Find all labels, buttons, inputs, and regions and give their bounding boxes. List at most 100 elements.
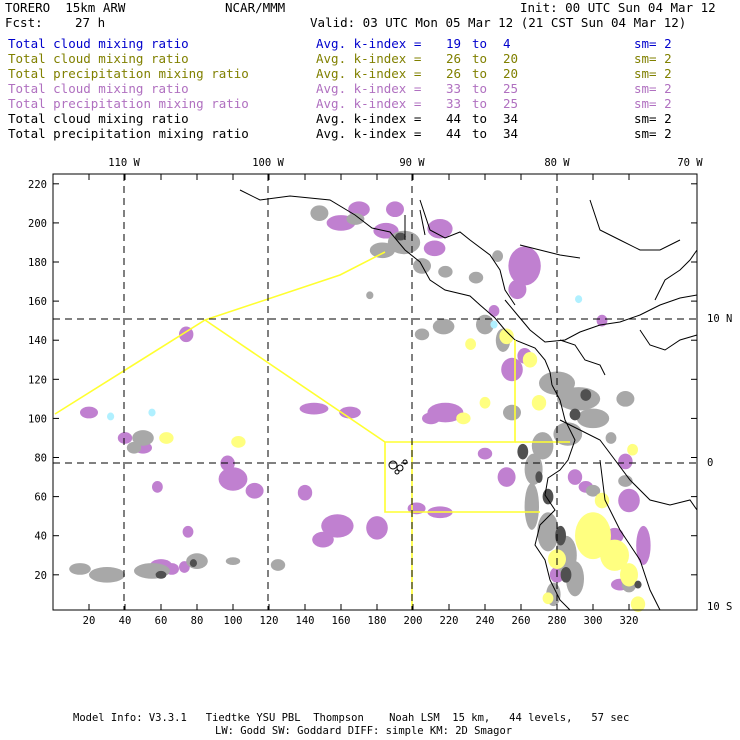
field-layer: [69, 201, 651, 612]
physics-info: LW: Godd SW: Goddard DIFF: simple KM: 2D…: [215, 725, 513, 737]
legend-smoothing: sm= 2: [634, 81, 672, 96]
latitude-label: 10 N: [707, 313, 732, 325]
dark-cloud-patch: [580, 389, 592, 401]
coastline: [504, 294, 698, 343]
x-tick-label: 220: [440, 615, 459, 627]
purple-cloud-patch: [567, 469, 583, 485]
gray-cloud-patch: [438, 265, 453, 278]
gray-cloud-patch: [537, 512, 559, 552]
purple-cloud-patch: [618, 453, 633, 470]
gray-cloud-patch: [126, 441, 142, 454]
yellow-cloud-patch: [159, 432, 174, 444]
legend-k-start: 33: [446, 81, 462, 96]
yellow-cloud-patch: [575, 512, 611, 560]
coastline: [534, 384, 576, 611]
legend-avg-label: Avg. k-index =: [316, 51, 422, 66]
dark-cloud-patch: [517, 443, 529, 460]
legend-k-end: 20: [503, 51, 519, 66]
y-tick-label: 60: [34, 492, 47, 504]
legend-avg-label: Avg. k-index =: [316, 96, 422, 111]
coastline: [559, 339, 606, 376]
legend-smoothing: sm= 2: [634, 111, 672, 126]
legend-field-name: Total cloud mixing ratio: [8, 81, 189, 96]
legend-smoothing: sm= 2: [634, 66, 672, 81]
y-tick-label: 100: [28, 413, 47, 425]
dark-cloud-patch: [560, 566, 572, 583]
legend-avg-label: Avg. k-index =: [316, 36, 422, 51]
yellow-cloud-patch: [456, 412, 471, 425]
yellow-cloud-patch: [542, 592, 554, 605]
purple-cloud-patch: [80, 406, 98, 419]
gray-cloud-patch: [492, 250, 503, 263]
longitude-label: 100 W: [252, 157, 284, 169]
coastline: [654, 249, 698, 301]
purple-cloud-patch: [245, 482, 264, 499]
coastline: [639, 329, 698, 351]
purple-cloud-patch: [508, 279, 527, 300]
gray-cloud-patch: [366, 291, 374, 300]
legend-avg-label: Avg. k-index =: [316, 81, 422, 96]
gray-cloud-patch: [557, 387, 601, 411]
gray-cloud-patch: [531, 432, 554, 460]
gray-cloud-patch: [503, 404, 521, 421]
yellow-cloud-patch: [479, 396, 491, 409]
y-tick-label: 80: [34, 453, 47, 465]
dark-cloud-patch: [634, 580, 642, 589]
coastline: [589, 199, 681, 251]
yellow-cloud-patch: [600, 539, 629, 571]
legend-k-end: 4: [503, 36, 511, 51]
island: [394, 469, 400, 475]
y-tick-label: 140: [28, 335, 47, 347]
latitude-label: 10 S: [707, 601, 732, 613]
legend-smoothing: sm= 2: [634, 36, 672, 51]
legend-avg-label: Avg. k-index =: [316, 66, 422, 81]
island: [388, 460, 398, 470]
legend-field-name: Total precipitation mixing ratio: [8, 126, 249, 141]
purple-cloud-patch: [312, 531, 334, 548]
longitude-label: 70 W: [677, 157, 703, 169]
purple-cloud-patch: [636, 525, 651, 566]
map-frame: [52, 173, 698, 611]
gray-cloud-patch: [132, 430, 154, 446]
x-tick-label: 40: [119, 615, 132, 627]
dark-cloud-patch: [395, 232, 406, 241]
purple-cloud-patch: [152, 480, 163, 493]
legend-avg-label: Avg. k-index =: [316, 126, 422, 141]
legend-k-end: 34: [503, 126, 519, 141]
gray-cloud-patch: [585, 484, 601, 497]
gray-cloud-patch: [414, 328, 430, 341]
purple-cloud-patch: [348, 201, 370, 218]
y-tick-label: 160: [28, 296, 47, 308]
purple-cloud-patch: [366, 516, 388, 540]
legend-avg-label: Avg. k-index =: [316, 111, 422, 126]
legend-smoothing: sm= 2: [634, 126, 672, 141]
gray-cloud-patch: [270, 559, 286, 571]
longitude-label: 110 W: [108, 157, 140, 169]
y-tick-label: 180: [28, 257, 47, 269]
legend-field-name: Total cloud mixing ratio: [8, 36, 189, 51]
y-tick-label: 220: [28, 179, 47, 191]
purple-cloud-patch: [218, 467, 248, 491]
gray-cloud-patch: [69, 563, 91, 575]
purple-cloud-patch: [508, 246, 541, 286]
yellow-cloud-patch: [620, 563, 638, 587]
gray-cloud-patch: [566, 561, 584, 597]
gray-cloud-patch: [310, 205, 329, 221]
valid-time: Valid: 03 UTC Mon 05 Mar 12 (21 CST Sun …: [310, 15, 687, 30]
legend-field-name: Total precipitation mixing ratio: [8, 96, 249, 111]
yellow-cloud-patch: [522, 351, 538, 368]
coastline: [404, 209, 426, 240]
axis-ticks: 20 40 60 80 100 120 140 160 180 200 220 240 260 280 30…: [28, 157, 732, 627]
yellow-cloud-patch: [627, 443, 638, 456]
purple-cloud-patch: [297, 484, 313, 501]
yellow-cloud-patch: [630, 596, 646, 612]
legend-k-end: 20: [503, 66, 519, 81]
x-tick-label: 280: [548, 615, 567, 627]
purple-cloud-patch: [299, 402, 329, 415]
purple-cloud-patch: [427, 219, 453, 239]
y-tick-label: 120: [28, 374, 47, 386]
coastline: [519, 244, 581, 259]
legend-field-name: Total precipitation mixing ratio: [8, 66, 249, 81]
legend-k-start: 44: [446, 126, 462, 141]
